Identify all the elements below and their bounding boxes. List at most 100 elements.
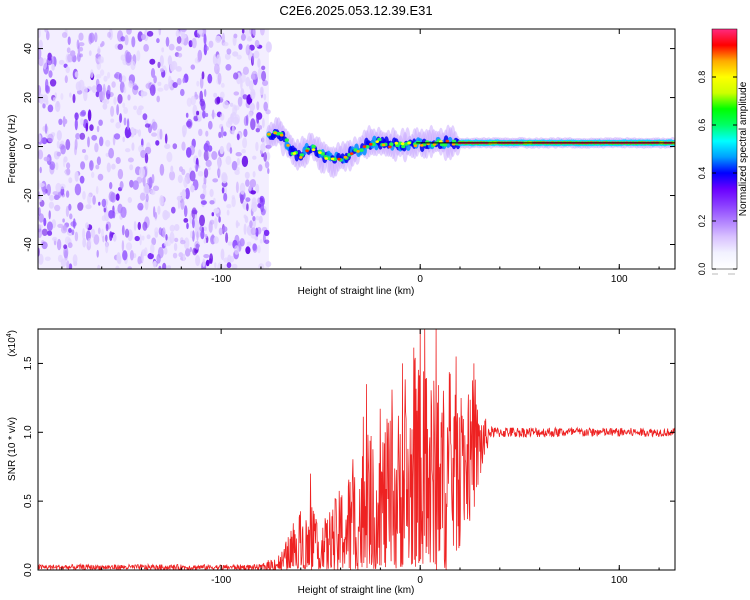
track-hotspot-mark (451, 142, 456, 146)
noise-speckle-mark (252, 29, 256, 37)
noise-speckle-mark (197, 171, 204, 177)
spectrogram-y-tick-label: -20 (23, 188, 34, 203)
noise-speckle-mark (158, 265, 162, 269)
noise-speckle-mark (181, 33, 187, 39)
noise-speckle-mark (208, 221, 213, 233)
noise-speckle-mark (68, 177, 73, 184)
noise-speckle-mark (108, 210, 114, 219)
noise-speckle-mark (231, 195, 235, 200)
noise-speckle-mark (175, 46, 182, 52)
noise-speckle-mark (260, 208, 266, 216)
noise-speckle-mark (211, 212, 215, 217)
noise-speckle-mark (207, 166, 211, 171)
noise-speckle-mark (217, 72, 222, 85)
track-core-mark (401, 144, 406, 149)
noise-speckle-mark (95, 74, 102, 79)
track-hotspot-mark (407, 141, 411, 145)
noise-speckle-mark (104, 209, 110, 222)
noise-speckle-mark (121, 240, 125, 252)
noise-speckle-mark (226, 48, 232, 55)
noise-speckle-mark (108, 147, 114, 159)
noise-speckle-mark (249, 179, 257, 188)
noise-speckle-mark (68, 228, 72, 233)
track-hotspot-mark (299, 156, 303, 159)
noise-speckle-mark (245, 114, 249, 126)
track-hotspot-mark (292, 152, 297, 155)
noise-speckle-mark (208, 120, 213, 130)
noise-speckle-mark (175, 29, 181, 38)
noise-speckle-mark (146, 234, 151, 240)
spectrogram-frame (37, 28, 676, 270)
noise-speckle-mark (156, 38, 160, 44)
noise-speckle-mark (74, 112, 79, 121)
noise-speckle-mark (99, 69, 105, 76)
noise-speckle-mark (199, 90, 203, 103)
noise-speckle-mark (68, 263, 73, 269)
noise-speckle-mark (123, 86, 127, 94)
noise-speckle-mark (133, 105, 138, 111)
noise-speckle-mark (235, 220, 239, 229)
noise-speckle-mark (145, 193, 149, 203)
noise-speckle-mark (257, 245, 261, 254)
noise-speckle-mark (169, 170, 176, 181)
noise-speckle-mark (214, 262, 217, 269)
track-hotspot-mark (337, 157, 341, 161)
noise-speckle-mark (132, 85, 139, 91)
noise-speckle-mark (93, 234, 100, 245)
noise-speckle-mark (136, 107, 142, 116)
noise-speckle-mark (87, 136, 90, 148)
spectrogram-y-tick-label: 40 (23, 43, 34, 55)
noise-speckle-mark (105, 242, 109, 254)
noise-speckle-mark (38, 57, 44, 67)
noise-speckle-mark (72, 93, 76, 104)
noise-speckle-mark (263, 229, 270, 237)
noise-speckle-mark (79, 111, 86, 117)
noise-speckle-mark (260, 143, 266, 152)
noise-speckle-mark (262, 118, 265, 128)
noise-speckle-mark (240, 33, 246, 41)
spectrogram-plot (38, 29, 675, 269)
noise-speckle-mark (157, 81, 162, 86)
track-hotspot-mark (267, 132, 271, 136)
noise-speckle-mark (115, 157, 121, 164)
noise-speckle-mark (157, 205, 161, 215)
noise-speckle-mark (114, 133, 121, 140)
noise-speckle-mark (42, 103, 46, 109)
noise-speckle-mark (105, 223, 109, 232)
noise-speckle-mark (44, 256, 51, 262)
noise-speckle-mark (200, 100, 206, 111)
noise-speckle-mark (90, 228, 96, 238)
noise-speckle-mark (44, 123, 48, 134)
noise-speckle-mark (88, 50, 92, 56)
noise-speckle-mark (162, 227, 166, 239)
track-core-mark (451, 139, 457, 144)
noise-speckle-mark (139, 234, 142, 246)
track-hotspot-mark (439, 140, 443, 144)
noise-speckle-mark (69, 213, 73, 220)
snr-y-multiplier: (x104) (6, 330, 18, 357)
noise-speckle-mark (98, 119, 103, 126)
noise-speckle-mark (226, 209, 230, 216)
noise-speckle-mark (180, 239, 186, 245)
noise-speckle-mark (113, 96, 117, 105)
noise-speckle-mark (231, 263, 238, 269)
noise-speckle-mark (140, 149, 147, 159)
noise-speckle-mark (141, 235, 145, 241)
noise-speckle-mark (111, 163, 116, 170)
noise-speckle-mark (89, 32, 95, 44)
track-hotspot-mark (369, 142, 373, 146)
noise-speckle-mark (141, 138, 144, 147)
snr-x-tick-label: 100 (611, 575, 628, 586)
noise-speckle-mark (258, 215, 263, 224)
noise-speckle-mark (264, 161, 270, 169)
noise-speckle-mark (242, 94, 248, 100)
noise-speckle-mark (256, 101, 260, 111)
noise-speckle-mark (55, 182, 62, 193)
noise-speckle-mark (46, 221, 53, 232)
noise-speckle-mark (159, 128, 163, 140)
noise-speckle-mark (153, 206, 156, 218)
noise-speckle-mark (74, 118, 78, 131)
noise-speckle-mark (71, 229, 75, 236)
noise-speckle-mark (60, 258, 67, 268)
track-hotspot-mark (279, 133, 284, 137)
